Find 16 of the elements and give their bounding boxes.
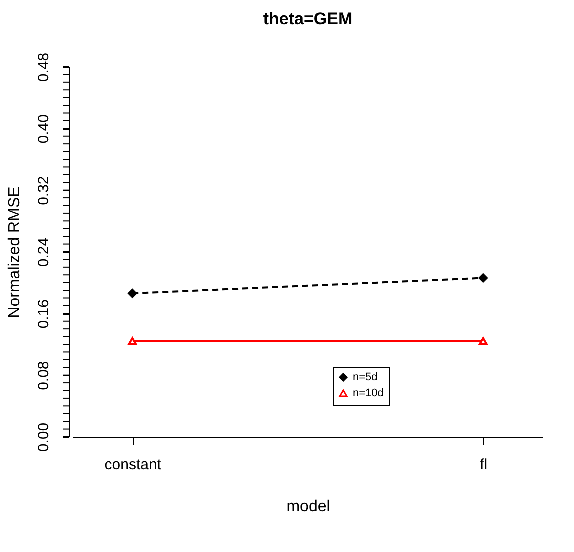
point	[128, 289, 138, 298]
y-tick-label: 0.00	[36, 422, 52, 452]
chart-title: theta=GEM	[263, 9, 353, 28]
x-tick-label: fl	[480, 456, 488, 474]
y-axis-title: Normalized RMSE	[6, 186, 24, 318]
y-tick-label: 0.40	[36, 114, 52, 144]
y-tick-label: 0.16	[36, 300, 52, 329]
y-tick-label: 0.08	[36, 361, 52, 390]
legend-label: n=5d	[353, 372, 378, 384]
x-tick-label: constant	[104, 456, 162, 474]
y-tick-label: 0.32	[36, 176, 52, 206]
y-tick-label: 0.48	[36, 52, 52, 82]
legend-label: n=10d	[353, 388, 384, 400]
y-tick-label: 0.24	[36, 238, 52, 268]
x-axis-title: model	[286, 498, 330, 516]
point	[478, 274, 488, 283]
